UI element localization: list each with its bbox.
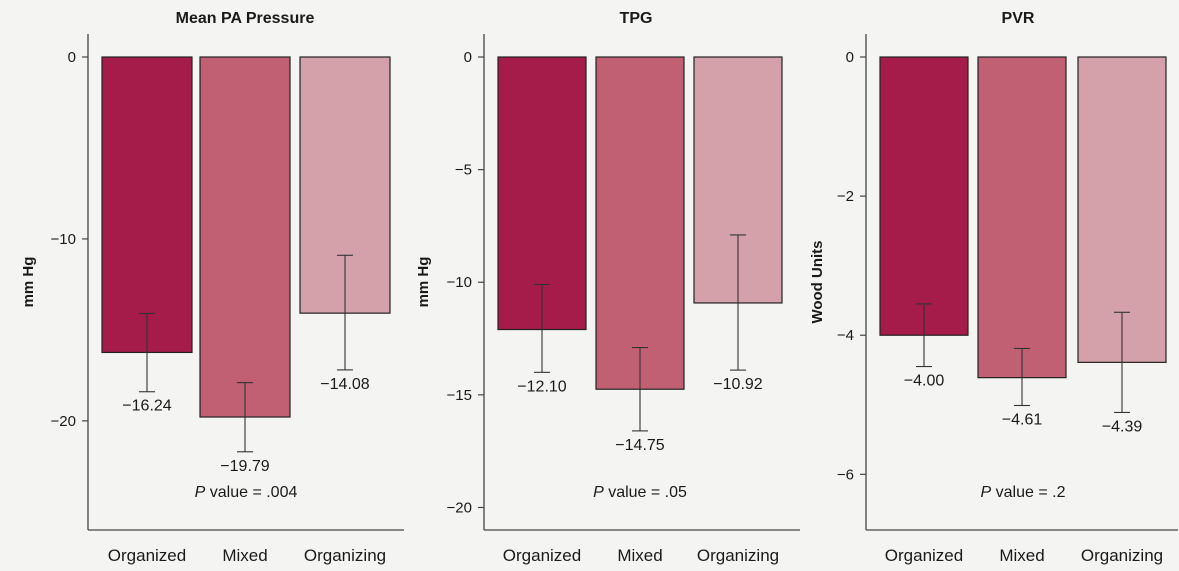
x-tick-label: Organized [503,546,581,565]
x-tick-label: Mixed [999,546,1044,565]
x-tick-label: Organizing [697,546,779,565]
x-tick-label: Organized [885,546,963,565]
data-label: −14.75 [615,437,664,454]
data-label: −12.10 [517,378,566,395]
chart-title: PVR [1002,10,1035,27]
y-tick-label: 0 [464,49,472,66]
chart-panel-2: TPG mm Hg 0 −5 −10 −15 −20 −12.10 Organized −14.7… [415,10,800,565]
p-value-annotation: P value = .2 [981,484,1066,501]
chart-title: TPG [620,10,653,27]
x-tick-label: Organized [108,546,186,565]
y-tick-label: −20 [51,413,76,430]
p-value-text: value = .05 [604,484,687,501]
p-value-text: value = .2 [991,484,1065,501]
y-axis-label: mm Hg [20,257,37,308]
data-label: −4.00 [904,373,945,390]
bar-mixed [595,56,685,390]
p-value-symbol: P [593,484,604,501]
chart-panel-1: Mean PA Pressure mm Hg 0 −10 −20 −16.24 Organi… [20,10,404,565]
p-value-symbol: P [195,484,206,501]
data-label: −16.24 [122,398,171,415]
bar-mixed [199,56,291,418]
bar-mixed [977,56,1067,379]
y-tick-label: −10 [447,274,472,291]
p-value-annotation: P value = .004 [195,484,298,501]
data-label: −14.08 [320,376,369,393]
x-tick-label: Organizing [1081,546,1163,565]
p-value-annotation: P value = .05 [593,484,687,501]
data-label: −4.61 [1002,411,1043,428]
y-tick-label: −4 [837,327,854,344]
chart-title: Mean PA Pressure [176,10,315,27]
bar-organizing [1077,56,1167,363]
y-tick-label: 0 [846,49,854,66]
y-axis-label: Wood Units [809,240,826,323]
bar-organized [879,56,969,336]
x-tick-label: Mixed [222,546,267,565]
data-label: −19.79 [220,458,269,475]
y-tick-label: −20 [447,499,472,516]
y-axis-label: mm Hg [415,257,432,308]
p-value-symbol: P [981,484,992,501]
y-tick-label: −6 [837,466,854,483]
x-tick-label: Mixed [617,546,662,565]
x-tick-label: Organizing [304,546,386,565]
p-value-text: value = .004 [205,484,297,501]
chart-panel-3: PVR Wood Units 0 −2 −4 −6 −4.00 Organized −4.61 M… [809,10,1178,565]
data-label: −10.92 [713,376,762,393]
y-tick-label: −5 [455,162,472,179]
y-tick-label: 0 [68,49,76,66]
y-tick-label: −15 [447,387,472,404]
y-tick-label: −2 [837,188,854,205]
y-tick-label: −10 [51,231,76,248]
data-label: −4.39 [1102,418,1143,435]
bar-organized [101,56,193,354]
